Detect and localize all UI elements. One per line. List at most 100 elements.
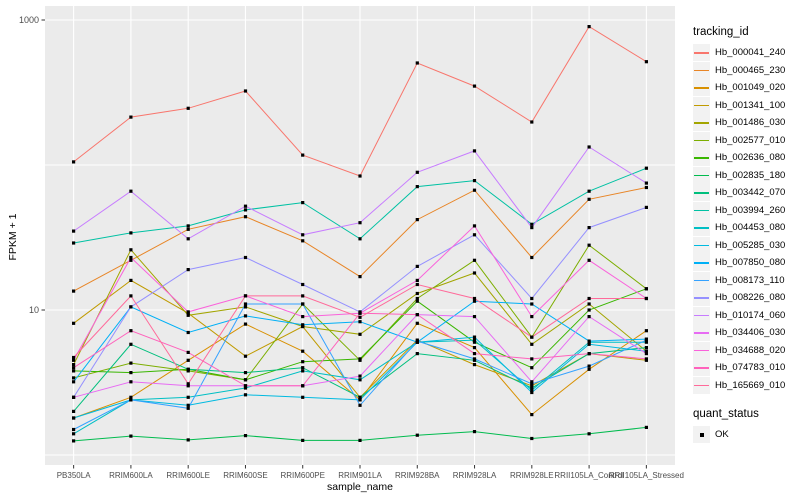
data-point — [530, 384, 534, 388]
legend-item-Hb_074783_010: Hb_074783_010 — [693, 359, 799, 377]
data-point — [530, 302, 534, 306]
legend-item-Hb_008226_080: Hb_008226_080 — [693, 289, 799, 307]
legend-item-Hb_000041_240: Hb_000041_240 — [693, 44, 799, 62]
legend-label: Hb_001341_100 — [715, 99, 786, 111]
legend-label: Hb_002577_010 — [715, 134, 786, 146]
data-point — [186, 406, 190, 410]
data-point — [129, 258, 133, 262]
data-point — [358, 275, 362, 279]
data-point — [472, 188, 477, 192]
data-point — [243, 305, 248, 309]
legend-item-Hb_001486_030: Hb_001486_030 — [693, 114, 799, 132]
data-point — [243, 208, 248, 212]
legend-label: OK — [715, 429, 729, 441]
x-tick-label: RRIM600LE — [166, 471, 210, 480]
x-tick-label: RRIM600PE — [280, 471, 324, 480]
legend-label: Hb_034688_020 — [715, 344, 786, 356]
series-line-swatch-icon — [693, 201, 710, 219]
data-point — [72, 160, 76, 164]
data-point — [587, 189, 591, 193]
data-point — [301, 201, 305, 205]
legend-label: Hb_074783_010 — [715, 362, 786, 374]
data-point — [472, 346, 477, 350]
y-axis-title: FPKM + 1 — [7, 213, 19, 261]
data-point — [243, 354, 248, 358]
series-line-swatch-icon — [693, 61, 710, 79]
data-point — [644, 287, 648, 291]
data-point — [587, 342, 591, 346]
data-point — [243, 89, 248, 93]
x-tick-label: RRIM928LA — [453, 471, 497, 480]
data-point — [129, 380, 133, 384]
data-point — [587, 315, 591, 319]
legend-item-Hb_034688_020: Hb_034688_020 — [693, 341, 799, 360]
data-point — [415, 299, 419, 303]
data-point — [415, 321, 419, 325]
data-point — [72, 416, 76, 420]
data-point — [415, 185, 419, 189]
data-point — [644, 181, 648, 185]
data-point — [358, 311, 362, 315]
series-line-swatch-icon — [693, 376, 710, 394]
legend-label: Hb_008173_110 — [715, 274, 785, 286]
data-point — [530, 315, 534, 319]
data-point — [587, 302, 591, 306]
data-point — [358, 403, 362, 407]
data-point — [587, 352, 591, 356]
data-point — [243, 371, 248, 375]
data-point — [301, 395, 305, 399]
legend-item-Hb_034406_030: Hb_034406_030 — [693, 324, 799, 342]
data-point — [72, 366, 76, 370]
data-point — [243, 393, 248, 397]
series-line-swatch-icon — [693, 184, 710, 202]
data-point — [129, 115, 133, 119]
x-tick-label: RRII105LA_Stressed — [609, 471, 684, 480]
data-point — [243, 204, 248, 208]
data-point — [530, 335, 534, 339]
data-point — [415, 296, 419, 301]
data-point — [72, 409, 76, 413]
data-point — [129, 231, 133, 235]
data-point — [301, 315, 305, 319]
x-tick-label: RRIM600LA — [109, 471, 153, 480]
y-tick-label: 10 — [29, 305, 39, 315]
data-point — [358, 237, 362, 241]
data-point — [415, 170, 419, 174]
x-tick-label: RRIM928BA — [395, 471, 440, 480]
legend-label: Hb_000465_230 — [715, 64, 786, 76]
legend-items: Hb_000041_240 Hb_000465_230 Hb_001049_020 H… — [693, 44, 799, 394]
data-point — [530, 357, 534, 361]
series-line-swatch-icon — [693, 114, 710, 132]
data-point — [186, 106, 190, 110]
data-point — [530, 386, 534, 390]
series-line-swatch-icon — [693, 254, 710, 272]
series-line-swatch-icon — [693, 79, 710, 97]
data-point — [301, 233, 305, 237]
data-point — [587, 197, 591, 201]
data-point — [358, 395, 362, 399]
data-point — [186, 367, 190, 371]
legend-item-Hb_007850_080: Hb_007850_080 — [693, 254, 799, 272]
data-point — [644, 340, 648, 344]
legend-item-Hb_000465_230: Hb_000465_230 — [693, 61, 799, 80]
data-point — [587, 308, 591, 312]
data-point — [472, 430, 477, 434]
data-point — [644, 338, 648, 342]
legend-label: Hb_010174_060 — [715, 309, 786, 321]
legend-label: Hb_034406_030 — [715, 327, 786, 339]
data-point — [472, 357, 477, 361]
data-point — [472, 340, 477, 344]
data-point — [530, 226, 534, 230]
data-point — [358, 378, 362, 382]
data-point — [644, 166, 648, 170]
series-line-swatch-icon — [693, 236, 710, 254]
data-point — [530, 388, 534, 392]
quant-status-block: quant_status OK — [693, 406, 799, 444]
data-point — [301, 384, 305, 388]
data-point — [129, 255, 133, 260]
data-point — [644, 60, 648, 64]
legend: tracking_id Hb_000041_240 Hb_000465_230 Hb… — [693, 24, 799, 444]
data-point — [358, 332, 362, 336]
data-point — [644, 346, 648, 350]
data-point — [186, 313, 190, 317]
